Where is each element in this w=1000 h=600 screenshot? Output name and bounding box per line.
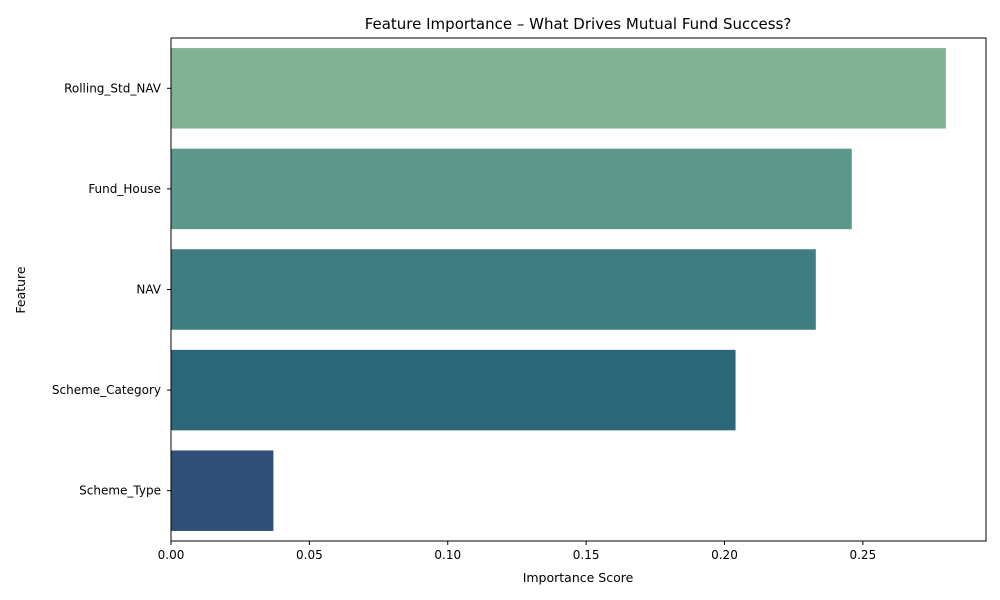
plot-frame (170, 37, 987, 542)
x-tick-label: 0.00 (158, 548, 185, 562)
x-tick-label: 0.15 (573, 548, 600, 562)
bar-scheme-type (171, 450, 274, 531)
y-tick-label: NAV (136, 283, 161, 297)
y-axis-label: Feature (13, 266, 28, 314)
bar-nav (171, 249, 816, 330)
y-tick-label: Fund_House (88, 182, 161, 196)
bar-fund-house (171, 148, 852, 230)
bar-rolling-std-nav (171, 48, 946, 129)
y-tick-label: Rolling_Std_NAV (64, 81, 162, 95)
x-tick-label: 0.25 (849, 548, 876, 562)
x-tick-label: 0.05 (296, 548, 323, 562)
x-tick-label: 0.10 (434, 548, 461, 562)
x-ticks-group: 0.00 0.05 0.10 0.15 0.20 0.25 (158, 541, 876, 562)
chart-title: Feature Importance – What Drives Mutual … (365, 15, 792, 33)
x-axis-label: Importance Score (523, 570, 634, 585)
x-tick-label: 0.20 (711, 548, 738, 562)
y-tick-label: Scheme_Category (52, 383, 161, 397)
bar-scheme-category (171, 349, 736, 431)
bars-group (171, 48, 946, 531)
y-ticks-group: Rolling_Std_NAV Fund_House NAV Scheme_Categ… (52, 81, 171, 498)
y-tick-label: Scheme_Type (79, 484, 161, 498)
